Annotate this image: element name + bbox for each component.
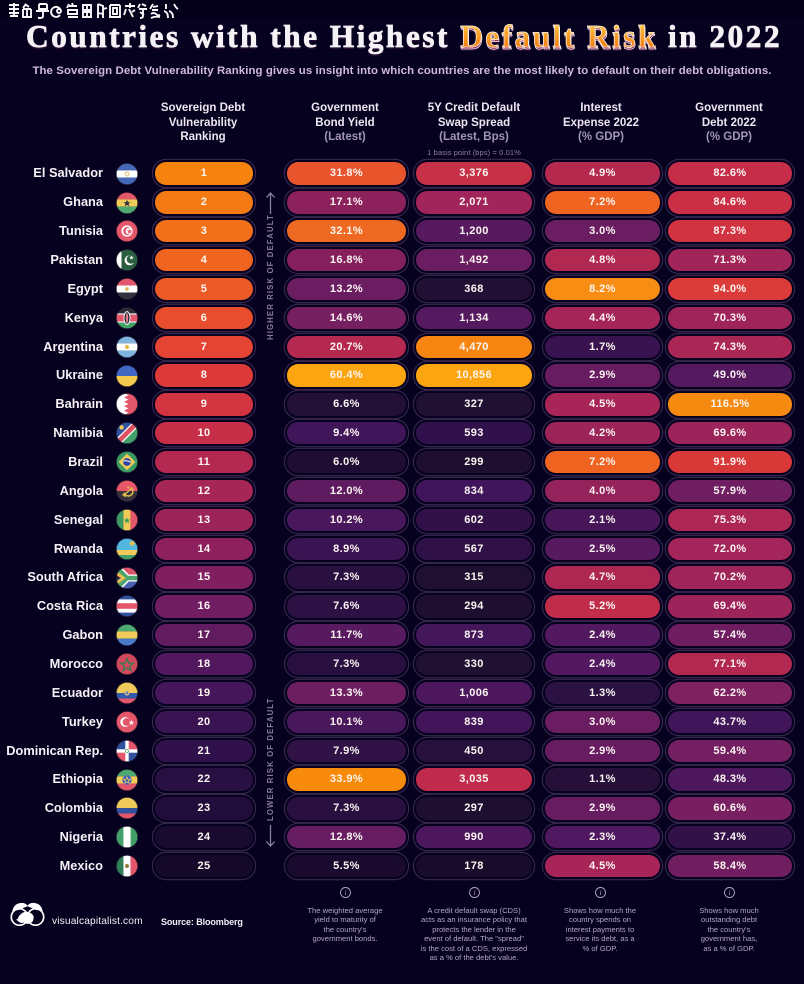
svg-text:i: i [728, 888, 730, 897]
svg-text:i: i [344, 888, 346, 897]
svg-text:i: i [473, 888, 475, 897]
svg-text:i: i [599, 888, 601, 897]
